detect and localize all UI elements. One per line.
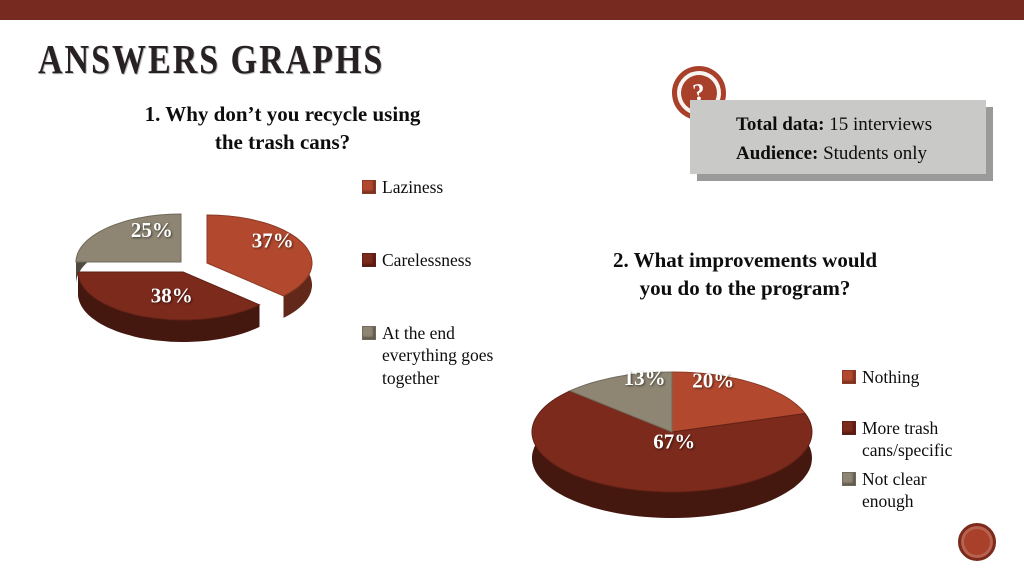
legend-item-more-trash-cans: More trash cans/specific bbox=[842, 417, 974, 462]
info-value-audience: Students only bbox=[818, 143, 928, 165]
chart1-title-line2: the trash cans? bbox=[214, 130, 351, 155]
pie-value-label: 38% bbox=[151, 284, 193, 308]
legend-swatch-nothing-icon bbox=[842, 370, 856, 384]
legend-item-everything-together: At the end everything goes together bbox=[362, 322, 494, 389]
legend-item-carelessness: Carelessness bbox=[362, 249, 494, 271]
legend-label-carelessness: Carelessness bbox=[382, 250, 472, 270]
info-row-audience: Audience: Students only bbox=[736, 139, 976, 168]
legend-item-nothing: Nothing bbox=[842, 366, 974, 388]
legend-swatch-everything-together-icon bbox=[362, 326, 376, 340]
legend-label-everything-together: At the end everything goes together bbox=[382, 323, 494, 388]
pie-value-label: 13% bbox=[624, 366, 666, 390]
legend-item-not-clear: Not clear enough bbox=[842, 468, 974, 513]
legend-swatch-not-clear-icon bbox=[842, 472, 856, 486]
top-accent-bar bbox=[0, 0, 1024, 20]
info-label-audience: Audience: bbox=[736, 143, 819, 165]
legend-item-laziness: Laziness bbox=[362, 176, 494, 198]
legend-label-laziness: Laziness bbox=[382, 177, 444, 197]
chart2-title-line2: you do to the program? bbox=[639, 276, 851, 301]
chart1-title: 1. Why don’t you recycle using the trash… bbox=[90, 100, 475, 157]
info-value-total-data: 15 interviews bbox=[824, 114, 933, 135]
info-row-total-data: Total data: 15 interviews bbox=[736, 110, 976, 139]
legend-swatch-carelessness-icon bbox=[362, 253, 376, 267]
legend-swatch-laziness-icon bbox=[362, 180, 376, 194]
legend-swatch-more-trash-cans-icon bbox=[842, 421, 856, 435]
page-title: ANSWERS GRAPHS bbox=[38, 38, 385, 83]
chart2-title-line1: 2. What improvements would bbox=[612, 248, 878, 272]
chart2-title: 2. What improvements would you do to the… bbox=[560, 246, 930, 303]
pie-value-label: 25% bbox=[131, 218, 173, 242]
info-label-total-data: Total data: bbox=[736, 114, 825, 135]
info-box: Total data: 15 interviews Audience: Stud… bbox=[690, 100, 986, 174]
legend-label-nothing: Nothing bbox=[862, 367, 920, 387]
pie-value-label: 67% bbox=[653, 430, 695, 454]
legend-label-not-clear: Not clear enough bbox=[862, 469, 927, 512]
legend-label-more-trash-cans: More trash cans/specific bbox=[862, 418, 953, 461]
pie-chart-1: 37% 38% 25% bbox=[75, 213, 313, 342]
pie-value-label: 37% bbox=[252, 229, 294, 253]
pie-chart-2: 20% 67% 13% bbox=[531, 366, 813, 518]
logo-stamp-icon bbox=[958, 523, 996, 561]
chart1-title-line1: 1. Why don’t you recycle using bbox=[144, 102, 421, 126]
pie-value-label: 20% bbox=[692, 368, 734, 392]
